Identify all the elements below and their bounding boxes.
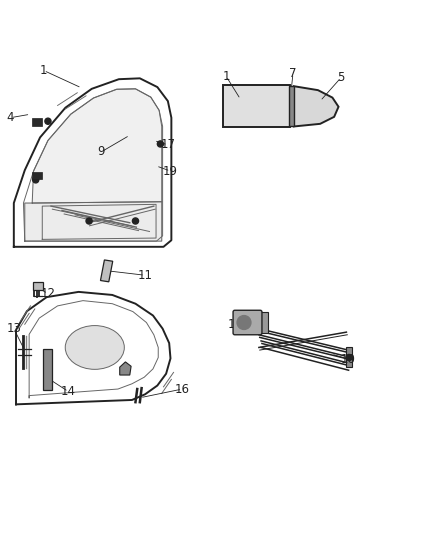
Text: 14: 14: [61, 385, 76, 398]
Polygon shape: [32, 282, 42, 290]
Circle shape: [86, 218, 92, 224]
FancyBboxPatch shape: [233, 310, 261, 335]
Circle shape: [32, 177, 39, 183]
Text: 1: 1: [40, 64, 47, 77]
Text: 13: 13: [7, 322, 21, 335]
Polygon shape: [120, 362, 131, 375]
Text: 4: 4: [7, 111, 14, 124]
Polygon shape: [256, 312, 267, 333]
Circle shape: [237, 316, 251, 329]
Ellipse shape: [65, 326, 124, 369]
Text: 10: 10: [340, 353, 355, 366]
FancyBboxPatch shape: [223, 85, 289, 127]
Text: 12: 12: [40, 287, 55, 300]
Circle shape: [345, 354, 351, 361]
FancyBboxPatch shape: [32, 172, 42, 180]
Text: 1: 1: [222, 70, 229, 83]
Polygon shape: [288, 86, 293, 126]
Polygon shape: [100, 260, 113, 282]
Circle shape: [157, 141, 163, 147]
Text: 15: 15: [227, 318, 242, 331]
Text: 16: 16: [174, 383, 189, 395]
Text: 11: 11: [137, 269, 152, 282]
Text: 19: 19: [162, 165, 177, 177]
FancyBboxPatch shape: [32, 118, 42, 126]
Text: 7: 7: [289, 67, 296, 79]
Text: 9: 9: [97, 146, 105, 158]
Polygon shape: [346, 348, 351, 367]
Circle shape: [132, 218, 138, 224]
Polygon shape: [293, 86, 338, 126]
Circle shape: [45, 118, 51, 124]
Text: 5: 5: [337, 71, 344, 84]
Polygon shape: [25, 201, 161, 241]
Text: 17: 17: [160, 139, 175, 151]
FancyBboxPatch shape: [43, 349, 52, 390]
Polygon shape: [32, 89, 161, 203]
